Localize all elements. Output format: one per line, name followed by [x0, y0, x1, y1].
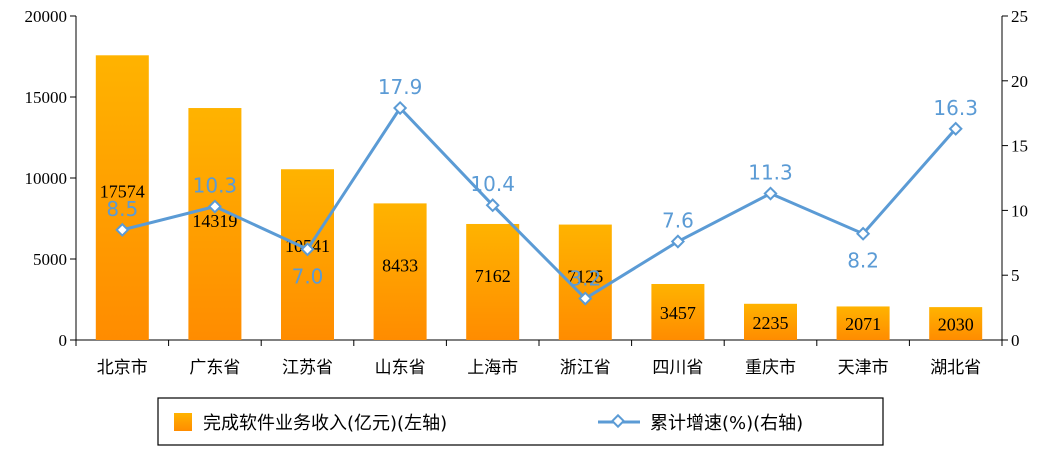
growth-line-series — [115, 100, 963, 306]
right-tick-label: 5 — [1011, 266, 1020, 285]
bar-value-label: 17574 — [100, 182, 145, 202]
category-label: 江苏省 — [282, 358, 333, 378]
category-label: 四川省 — [652, 358, 703, 378]
growth-line — [121, 105, 957, 301]
bar-北京市 — [95, 55, 149, 340]
bar-series — [95, 55, 983, 341]
bar-广东省 — [188, 108, 242, 341]
bar-value-label: 14319 — [192, 211, 237, 231]
legend-frame — [157, 397, 884, 446]
right-tick-label: 20 — [1011, 72, 1028, 91]
growth-value-label: 17.9 — [378, 75, 423, 99]
category-label: 广东省 — [189, 358, 240, 378]
legend-bar-label: 完成软件业务收入(亿元)(左轴) — [203, 413, 447, 434]
legend-line-label: 累计增速(%)(右轴) — [650, 413, 803, 434]
growth-value-labels: 8.5 10.3 7.0 17.9 10.4 3.2 7.6 11.3 8.2 16.3 — [106, 75, 978, 291]
category-label: 上海市 — [467, 358, 518, 378]
bar-value-label: 2071 — [845, 314, 881, 334]
axes: 0 5000 10000 15000 20000 0 5 10 15 20 25 — [25, 7, 1029, 350]
right-tick-label: 15 — [1011, 137, 1028, 156]
growth-value-label: 11.3 — [748, 161, 793, 185]
category-label: 湖北省 — [930, 358, 981, 378]
bar-value-label: 2030 — [938, 315, 974, 335]
growth-point-上海市 — [485, 198, 500, 213]
growth-value-label: 8.2 — [847, 249, 879, 273]
category-label: 北京市 — [97, 358, 148, 378]
growth-value-label: 7.6 — [662, 209, 694, 233]
bar-上海市 — [466, 223, 520, 340]
bar-四川省 — [651, 283, 705, 340]
left-tick-label: 20000 — [25, 7, 68, 26]
legend-line-marker — [610, 413, 626, 429]
growth-point-四川省 — [670, 234, 685, 249]
category-labels: 北京市 广东省 江苏省 山东省 上海市 浙江省 四川省 重庆市 天津市 湖北省 — [97, 358, 981, 378]
growth-point-山东省 — [393, 100, 408, 116]
bar-value-label: 3457 — [660, 303, 696, 323]
growth-point-湖北省 — [948, 121, 963, 136]
bar-value-labels: 1757414319105418433716271253457223520712… — [100, 182, 974, 335]
left-tick-label: 10000 — [25, 169, 68, 188]
bar-value-label: 8433 — [382, 256, 418, 276]
bar-value-label: 2235 — [753, 313, 789, 333]
bar-value-label: 7162 — [475, 266, 511, 286]
legend: 完成软件业务收入(亿元)(左轴) 累计增速(%)(右轴) — [157, 397, 884, 446]
growth-point-江苏省 — [300, 242, 315, 257]
growth-value-label: 7.0 — [292, 264, 324, 288]
category-label: 重庆市 — [745, 358, 796, 378]
legend-bar-swatch — [174, 413, 192, 431]
growth-point-浙江省 — [578, 291, 593, 306]
growth-point-北京市 — [115, 222, 130, 237]
bar-湖北省 — [929, 307, 983, 340]
growth-value-label: 10.3 — [193, 174, 238, 198]
bar-重庆市 — [744, 303, 797, 340]
right-tick-label: 10 — [1011, 201, 1028, 220]
growth-point-广东省 — [207, 199, 222, 214]
bar-天津市 — [836, 306, 890, 340]
growth-value-label: 10.4 — [470, 172, 515, 196]
right-tick-label: 0 — [1011, 331, 1020, 350]
growth-point-重庆市 — [763, 186, 778, 201]
category-label: 天津市 — [838, 358, 889, 378]
left-tick-label: 0 — [59, 331, 68, 350]
bar-山东省 — [373, 203, 427, 340]
growth-point-天津市 — [856, 226, 871, 241]
bar-value-label: 7125 — [567, 266, 603, 286]
growth-value-label: 3.2 — [569, 267, 601, 291]
right-tick-label: 25 — [1011, 7, 1028, 26]
left-tick-label: 15000 — [25, 88, 68, 107]
left-tick-label: 5000 — [33, 250, 67, 269]
category-label: 山东省 — [375, 358, 426, 378]
growth-value-label: 8.5 — [106, 197, 138, 221]
category-label: 浙江省 — [560, 358, 611, 378]
growth-value-label: 16.3 — [933, 96, 978, 120]
